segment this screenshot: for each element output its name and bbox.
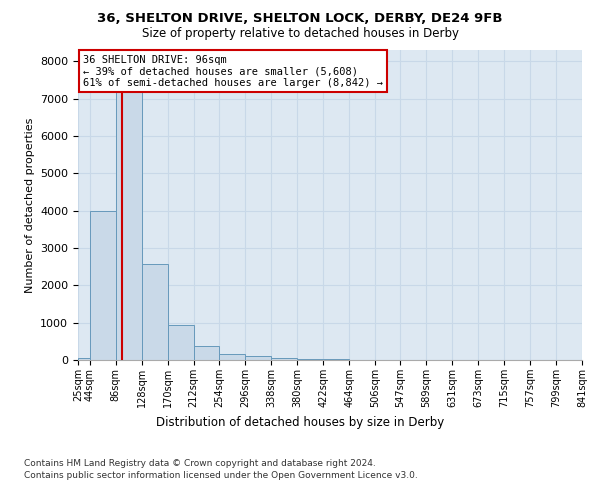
Y-axis label: Number of detached properties: Number of detached properties	[25, 118, 35, 292]
Bar	[78, 358, 90, 360]
Bar	[297, 358, 323, 360]
Bar	[271, 358, 297, 360]
Text: 36, SHELTON DRIVE, SHELTON LOCK, DERBY, DE24 9FB: 36, SHELTON DRIVE, SHELTON LOCK, DERBY, …	[97, 12, 503, 26]
Bar	[245, 356, 271, 360]
Text: Contains public sector information licensed under the Open Government Licence v3: Contains public sector information licen…	[24, 471, 418, 480]
Bar	[116, 76, 142, 360]
Bar	[167, 324, 193, 360]
Text: Contains HM Land Registry data © Crown copyright and database right 2024.: Contains HM Land Registry data © Crown c…	[24, 458, 376, 468]
Bar	[193, 346, 220, 360]
Text: Distribution of detached houses by size in Derby: Distribution of detached houses by size …	[156, 416, 444, 429]
Bar	[142, 264, 167, 360]
Bar	[90, 212, 116, 360]
Text: 36 SHELTON DRIVE: 96sqm
← 39% of detached houses are smaller (5,608)
61% of semi: 36 SHELTON DRIVE: 96sqm ← 39% of detache…	[83, 54, 383, 88]
Text: Size of property relative to detached houses in Derby: Size of property relative to detached ho…	[142, 28, 458, 40]
Bar	[220, 354, 245, 360]
